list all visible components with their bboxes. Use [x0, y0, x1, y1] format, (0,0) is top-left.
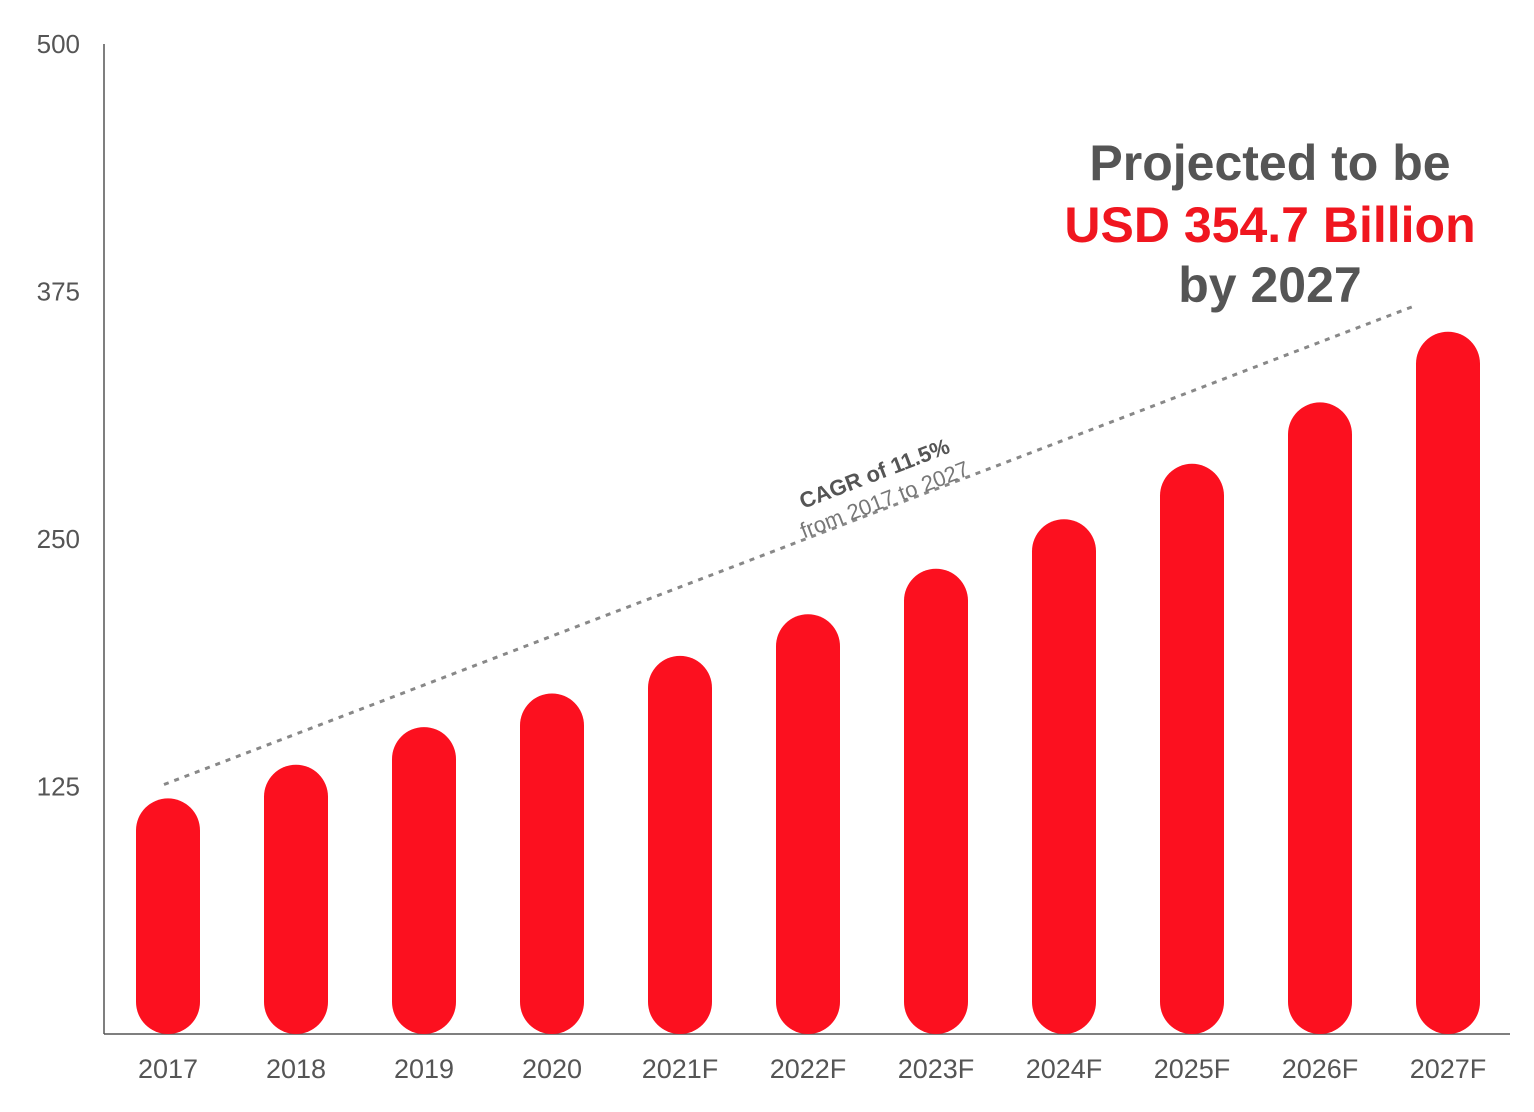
y-tick-label: 500: [37, 29, 80, 59]
bar-2025F: [1160, 463, 1224, 1034]
x-tick-label: 2024F: [1026, 1054, 1103, 1084]
x-tick-label: 2022F: [770, 1054, 847, 1084]
category-labels: 2017 2018 2019 2020 2021F 2022F 2023F 2024F 2025…: [138, 1054, 1486, 1084]
x-tick-label: 2018: [266, 1054, 326, 1084]
y-tick-label: 125: [37, 772, 80, 802]
bar-2027F: [1416, 331, 1480, 1035]
x-tick-label: 2019: [394, 1054, 454, 1084]
x-tick-label: 2021F: [642, 1054, 719, 1084]
bar-2026F: [1288, 402, 1352, 1034]
headline: Projected to be USD 354.7 Billion by 202…: [1064, 135, 1475, 313]
x-tick-label: 2020: [522, 1054, 582, 1084]
cagr-annotation: CAGR of 11.5% from 2017 to 2027: [796, 433, 973, 543]
headline-line-1: Projected to be: [1089, 135, 1450, 191]
y-tick-label: 375: [37, 277, 80, 307]
bar-2020: [520, 693, 584, 1034]
x-tick-label: 2023F: [898, 1054, 975, 1084]
bar-2019: [392, 727, 456, 1034]
x-tick-label: 2025F: [1154, 1054, 1231, 1084]
bar-2023F: [904, 568, 968, 1034]
bar-2024F: [1032, 519, 1096, 1034]
headline-line-3: by 2027: [1178, 257, 1361, 313]
y-tick-label: 250: [37, 524, 80, 554]
x-tick-label: 2026F: [1282, 1054, 1359, 1084]
headline-line-2: USD 354.7 Billion: [1064, 197, 1475, 253]
cagr-trend-line: [163, 303, 1417, 786]
y-axis: 125 250 375 500: [37, 29, 105, 1034]
bar-2017: [136, 798, 200, 1034]
bar-2022F: [776, 614, 840, 1034]
bar-2018: [264, 764, 328, 1034]
x-tick-label: 2017: [138, 1054, 198, 1084]
bars-group: [136, 331, 1480, 1035]
x-tick-label: 2027F: [1410, 1054, 1487, 1084]
bar-2021F: [648, 655, 712, 1034]
